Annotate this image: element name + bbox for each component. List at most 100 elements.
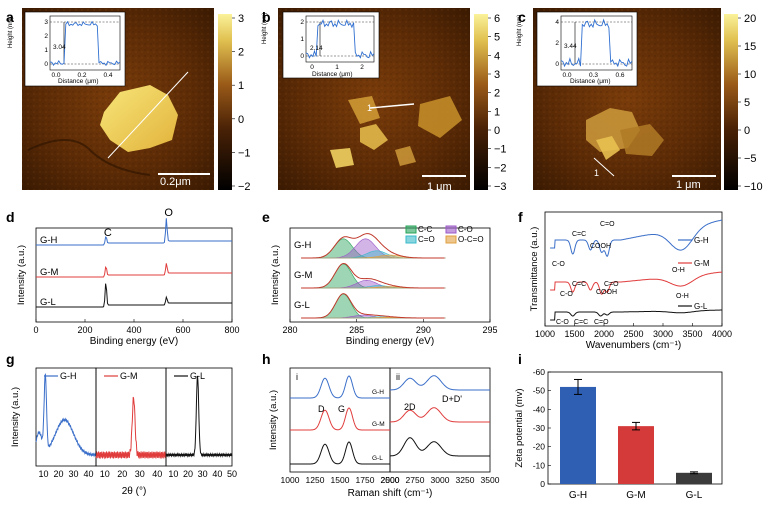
inset-xtick: 0.0 bbox=[562, 72, 571, 79]
x-tick-label: 1000 bbox=[535, 329, 555, 339]
colorbar-tick-label: 2 bbox=[238, 47, 244, 59]
peak-annotation: O-H bbox=[676, 293, 689, 300]
panel-letter-c: c bbox=[518, 9, 526, 25]
x-tick-label: 30 bbox=[68, 469, 78, 479]
legend-swatch bbox=[445, 235, 457, 244]
legend-swatch bbox=[405, 225, 417, 234]
inset-xtick: 0.0 bbox=[51, 72, 60, 79]
x-axis-label: 2θ (°) bbox=[122, 486, 147, 497]
series-line-i-G-H bbox=[290, 375, 390, 399]
inset-ylabel-a: Height (nm) bbox=[8, 17, 14, 48]
category-label: G-L bbox=[686, 490, 703, 501]
panel-c: 1 c 0.0 0.3 0.6 0 2 4 Height (nm) Distance (μ… bbox=[517, 8, 763, 193]
peak-annotation: O-H bbox=[672, 267, 685, 274]
colorbar-a bbox=[218, 14, 232, 190]
colorbar-tick-label: 3 bbox=[238, 13, 244, 25]
line-profile-c bbox=[593, 157, 615, 177]
peak-label: D+D' bbox=[442, 394, 462, 404]
x-tick-label: 3500 bbox=[481, 475, 500, 485]
line-profile-a bbox=[107, 71, 189, 159]
x-tick-label: 1500 bbox=[331, 475, 350, 485]
y-tick-label: -10 bbox=[533, 460, 546, 470]
peak-label: D bbox=[318, 404, 325, 414]
x-tick-label: 1750 bbox=[356, 475, 375, 485]
peak-annotation: COOH bbox=[596, 289, 617, 296]
x-tick-label: 3000 bbox=[431, 475, 450, 485]
x-tick-label: 290 bbox=[416, 325, 431, 335]
panel-letter-g: g bbox=[6, 351, 15, 367]
colorbar-tick-label: −1 bbox=[238, 147, 251, 159]
peak-label: 2D bbox=[404, 402, 416, 412]
component-C-C bbox=[301, 293, 446, 319]
inset-xtick: 0.3 bbox=[589, 72, 598, 79]
chart-f: 1000 1500 2000 2500 3000 3500 4000 Wavenumbers … bbox=[529, 211, 732, 351]
envelope-G-L bbox=[301, 293, 445, 319]
x-tick-label: 280 bbox=[282, 325, 297, 335]
peak-annotation: C=O bbox=[594, 319, 609, 326]
peak-annotation: C=C bbox=[574, 319, 588, 326]
inset-xtick: 0.4 bbox=[103, 72, 112, 79]
graphene-flake bbox=[100, 85, 178, 152]
colorbar-tick-label: 15 bbox=[744, 41, 756, 53]
x-tick-label: 285 bbox=[349, 325, 364, 335]
y-axis-label: Intensity (a.u.) bbox=[270, 245, 281, 305]
legend-label: G-H bbox=[60, 371, 77, 381]
y-tick-label: -20 bbox=[533, 442, 546, 452]
series-line-G-M bbox=[36, 263, 232, 278]
bar-G-L bbox=[676, 472, 712, 484]
colorbar-tick-label: −5 bbox=[744, 153, 757, 165]
panel-letter-f: f bbox=[518, 209, 523, 225]
colorbar-tick-label: −2 bbox=[238, 181, 251, 193]
colorbar-tick-label: 6 bbox=[494, 13, 500, 25]
x-tick-label: 50 bbox=[227, 469, 237, 479]
x-tick-label: 40 bbox=[83, 469, 93, 479]
y-axis-label: Transmittance (a.u.) bbox=[529, 227, 540, 312]
colorbar-tick-label: 0 bbox=[494, 125, 500, 137]
envelope-G-M bbox=[301, 262, 445, 289]
colorbar-tick-label: −10 bbox=[744, 181, 763, 193]
x-tick-label: 200 bbox=[77, 325, 92, 335]
colorbar-tick-label: 0 bbox=[744, 125, 750, 137]
inset-xtick: 1 bbox=[335, 64, 339, 71]
series-label: G-H bbox=[294, 240, 312, 251]
inset-b bbox=[282, 11, 380, 79]
x-tick-label: 40 bbox=[152, 469, 162, 479]
peak-label: G bbox=[338, 404, 345, 414]
x-tick-label: 4000 bbox=[712, 329, 732, 339]
inset-ytick: 1 bbox=[300, 36, 304, 43]
y-axis-label: Zeta potential (mv) bbox=[514, 388, 525, 467]
x-tick-label: 20 bbox=[53, 469, 63, 479]
series-line-G-M bbox=[95, 396, 167, 460]
legend-swatch bbox=[445, 225, 457, 234]
inset-ytick: 3 bbox=[44, 19, 48, 26]
panel-letter-d: d bbox=[6, 209, 15, 225]
x-tick-label: 400 bbox=[126, 325, 141, 335]
x-axis-label: Raman shift (cm⁻¹) bbox=[348, 488, 433, 499]
x-tick-label: 800 bbox=[224, 325, 239, 335]
x-tick-label: 30 bbox=[198, 469, 208, 479]
category-label: G-H bbox=[569, 490, 587, 501]
x-axis-label: Wavenumbers (cm⁻¹) bbox=[586, 340, 681, 351]
inset-ylabel-b: Height (nm) bbox=[262, 13, 268, 44]
series-line-ii-G-L bbox=[390, 437, 490, 457]
x-tick-label: 2500 bbox=[623, 329, 643, 339]
colorbar-tick-label: 10 bbox=[744, 69, 756, 81]
inset-ytick: 2 bbox=[555, 40, 559, 47]
inset-annot-c: 3.44 bbox=[564, 43, 577, 50]
inset-axes bbox=[49, 15, 121, 71]
series-line-G-L bbox=[36, 283, 232, 308]
series-line-i-G-M bbox=[290, 407, 390, 431]
peak-annotation: C-O bbox=[556, 319, 569, 326]
series-label: G-L bbox=[372, 455, 383, 462]
x-tick-label: 10 bbox=[168, 469, 178, 479]
y-tick-label: -40 bbox=[533, 404, 546, 414]
inset-annot-a: 3.04 bbox=[53, 44, 66, 51]
legend-label: C-C bbox=[418, 225, 432, 234]
inset-profile bbox=[305, 18, 375, 59]
chart-e: 280 285 290 295 Binding energy (eV) Intensity… bbox=[270, 225, 498, 347]
colorbar-tick-label: 5 bbox=[494, 32, 500, 44]
series-label: G-M bbox=[372, 421, 385, 428]
x-tick-label: 295 bbox=[482, 325, 497, 335]
colorbar-tick-label: −3 bbox=[494, 181, 507, 193]
